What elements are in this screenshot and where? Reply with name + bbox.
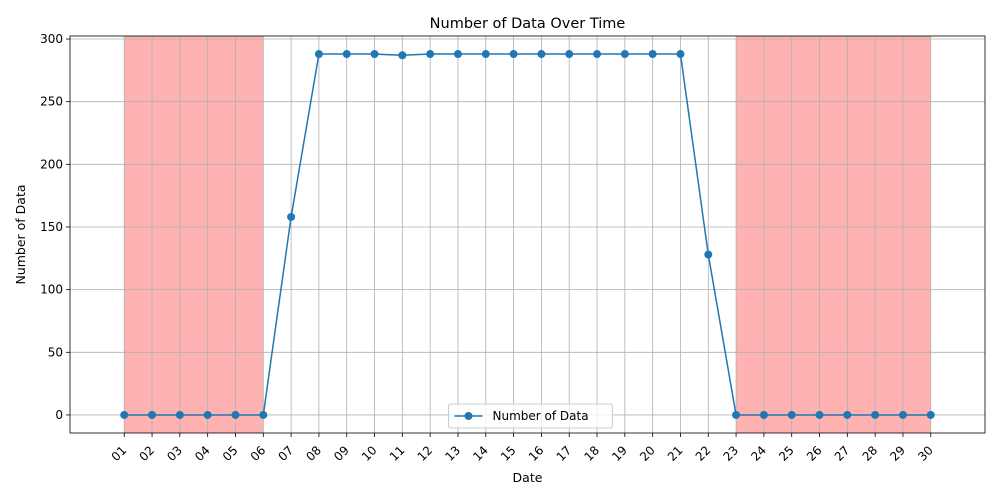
data-point-20 xyxy=(648,50,657,59)
x-tick-label-06: 06 xyxy=(248,443,269,464)
x-tick-label-29: 29 xyxy=(887,443,908,464)
x-tick-label-08: 08 xyxy=(303,443,324,464)
x-tick-label-14: 14 xyxy=(470,443,491,464)
x-tick-label-17: 17 xyxy=(554,443,575,464)
y-tick-label-100: 100 xyxy=(40,283,63,297)
data-point-23 xyxy=(732,410,741,419)
x-tick-label-22: 22 xyxy=(693,443,714,464)
data-point-26 xyxy=(815,410,824,419)
data-point-12 xyxy=(426,50,435,59)
x-tick-label-16: 16 xyxy=(526,443,547,464)
legend-entry-label: Number of Data xyxy=(493,409,589,423)
data-point-02 xyxy=(148,410,157,419)
data-point-25 xyxy=(787,410,796,419)
x-tick-label-13: 13 xyxy=(442,443,463,464)
legend-dot-marker xyxy=(464,412,473,420)
plot-frame xyxy=(69,35,986,434)
x-tick-label-11: 11 xyxy=(387,443,408,464)
y-axis-ticks: 0 50 100 150 200 250 300 xyxy=(40,32,70,422)
data-point-30 xyxy=(926,410,935,419)
x-tick-label-03: 03 xyxy=(164,443,185,464)
data-point-27 xyxy=(843,410,852,419)
x-tick-label-26: 26 xyxy=(804,443,825,464)
chart-title: Number of Data Over Time xyxy=(430,16,626,32)
data-point-08 xyxy=(314,50,323,59)
data-point-29 xyxy=(898,410,907,419)
legend: Number of Data xyxy=(448,403,613,429)
y-tick-label-0: 0 xyxy=(55,408,63,422)
data-point-19 xyxy=(620,50,629,59)
x-tick-label-30: 30 xyxy=(915,443,936,464)
data-point-05 xyxy=(231,410,240,419)
x-tick-label-20: 20 xyxy=(637,443,658,464)
x-axis-label: Date xyxy=(513,470,543,485)
x-tick-label-10: 10 xyxy=(359,443,380,464)
data-point-13 xyxy=(453,50,462,59)
data-point-11 xyxy=(398,51,407,60)
x-tick-label-27: 27 xyxy=(832,443,853,464)
shaded-region-2 xyxy=(736,36,931,433)
data-point-04 xyxy=(203,410,212,419)
legend-box xyxy=(448,403,613,429)
data-point-15 xyxy=(509,50,518,59)
x-tick-label-12: 12 xyxy=(415,443,436,464)
y-tick-label-250: 250 xyxy=(40,95,63,109)
x-tick-label-28: 28 xyxy=(860,443,881,464)
shaded-regions xyxy=(124,36,931,433)
data-point-06 xyxy=(259,410,268,419)
series-layer xyxy=(120,50,935,419)
data-point-03 xyxy=(175,410,184,419)
x-tick-label-09: 09 xyxy=(331,443,352,464)
data-point-01 xyxy=(120,410,129,419)
y-tick-label-300: 300 xyxy=(40,32,63,46)
data-point-22 xyxy=(704,250,713,259)
x-tick-label-19: 19 xyxy=(609,443,630,464)
x-tick-label-23: 23 xyxy=(721,443,742,464)
x-tick-label-02: 02 xyxy=(136,443,157,464)
x-axis-ticks: 01 02 03 04 05 06 07 08 09 10 11 12 13 14 15 16 17 18 19 20… xyxy=(109,433,936,464)
y-tick-label-50: 50 xyxy=(48,345,63,359)
y-tick-label-150: 150 xyxy=(40,220,63,234)
data-point-07 xyxy=(287,212,296,221)
x-tick-label-01: 01 xyxy=(109,443,130,464)
data-point-14 xyxy=(481,50,490,59)
data-point-09 xyxy=(342,50,351,59)
data-point-16 xyxy=(537,50,546,59)
y-tick-label-200: 200 xyxy=(40,157,63,171)
x-tick-label-07: 07 xyxy=(276,443,297,464)
shaded-region-1 xyxy=(124,36,264,433)
series-line-1 xyxy=(124,53,931,416)
data-point-24 xyxy=(759,410,768,419)
data-point-18 xyxy=(593,50,602,59)
x-tick-label-24: 24 xyxy=(748,443,769,464)
data-point-21 xyxy=(676,50,685,59)
x-tick-label-04: 04 xyxy=(192,443,213,464)
x-tick-label-15: 15 xyxy=(498,443,519,464)
data-point-28 xyxy=(871,410,880,419)
x-tick-label-21: 21 xyxy=(665,443,686,464)
x-tick-label-25: 25 xyxy=(776,443,797,464)
data-point-17 xyxy=(565,50,574,59)
x-tick-label-18: 18 xyxy=(581,443,602,464)
y-axis-label: Number of Data xyxy=(13,184,28,284)
x-tick-label-05: 05 xyxy=(220,443,241,464)
data-point-10 xyxy=(370,50,379,59)
